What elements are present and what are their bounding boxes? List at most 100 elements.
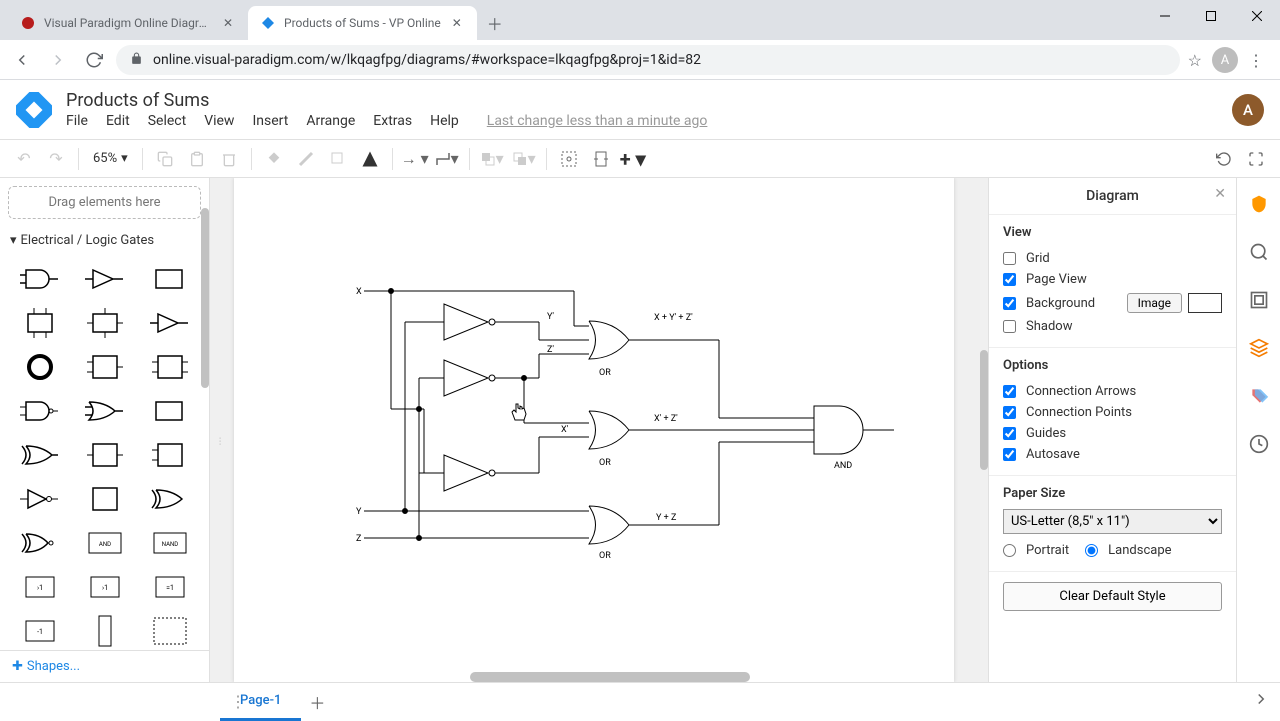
app-logo[interactable] <box>16 92 52 128</box>
to-front-button[interactable]: ▾ <box>478 145 506 173</box>
user-avatar[interactable]: A <box>1232 94 1264 126</box>
shape-xor[interactable] <box>10 436 69 474</box>
scrollbar[interactable] <box>201 208 209 388</box>
fill-button[interactable] <box>260 145 288 173</box>
shape-nand[interactable] <box>10 392 69 430</box>
menu-arrange[interactable]: Arrange <box>306 113 355 129</box>
style-button[interactable] <box>356 145 384 173</box>
shape-tall[interactable] <box>75 612 134 650</box>
shape-and-gate[interactable] <box>10 260 69 298</box>
close-button[interactable] <box>1234 0 1280 32</box>
background-checkbox[interactable] <box>1003 297 1016 310</box>
autosave-checkbox[interactable] <box>1003 448 1016 461</box>
horizontal-scrollbar[interactable] <box>470 672 750 682</box>
shape-block-io[interactable] <box>10 304 69 342</box>
shadow-button[interactable] <box>324 145 352 173</box>
redo-button[interactable]: ↷ <box>42 145 70 173</box>
connection-style-button[interactable]: → ▾ <box>401 145 429 173</box>
connection-arrows-checkbox[interactable] <box>1003 385 1016 398</box>
drag-zone[interactable]: Drag elements here <box>8 186 201 219</box>
grid-checkbox[interactable] <box>1003 252 1016 265</box>
close-icon[interactable]: ✕ <box>1214 186 1226 202</box>
shape-label-and[interactable]: AND <box>75 524 134 562</box>
shape-small1[interactable]: ›1 <box>10 568 69 606</box>
menu-edit[interactable]: Edit <box>106 113 130 129</box>
browser-tab-0[interactable]: Visual Paradigm Online Diagram ✕ <box>8 6 248 40</box>
to-back-button[interactable]: ▾ <box>510 145 538 173</box>
close-icon[interactable]: ✕ <box>220 15 236 31</box>
shape-block5[interactable] <box>140 392 199 430</box>
fullscreen-button[interactable] <box>1242 145 1270 173</box>
shape-block4[interactable] <box>140 348 199 386</box>
portrait-radio[interactable] <box>1003 544 1016 557</box>
forward-button[interactable] <box>44 46 72 74</box>
last-change[interactable]: Last change less than a minute ago <box>487 113 708 129</box>
app-title[interactable]: Products of Sums <box>66 90 1232 111</box>
shape-circle[interactable] <box>10 348 69 386</box>
format-icon[interactable] <box>1247 192 1271 216</box>
bookmark-icon[interactable]: ☆ <box>1188 51 1202 70</box>
shape-block3[interactable] <box>75 348 134 386</box>
panel-splitter[interactable]: ⫶ <box>216 430 224 454</box>
refresh-button[interactable] <box>1210 145 1238 173</box>
shape-dashed[interactable] <box>140 612 199 650</box>
menu-file[interactable]: File <box>66 113 88 129</box>
zoom-dropdown[interactable]: 65% ▾ <box>87 151 134 166</box>
connection-points-checkbox[interactable] <box>1003 406 1016 419</box>
layers-icon[interactable] <box>1247 336 1271 360</box>
tags-icon[interactable] <box>1247 384 1271 408</box>
url-field[interactable]: online.visual-paradigm.com/w/lkqagfpg/di… <box>116 45 1180 75</box>
shape-block6[interactable] <box>75 436 134 474</box>
stroke-button[interactable] <box>292 145 320 173</box>
back-button[interactable] <box>8 46 36 74</box>
shape-label-nand[interactable]: NAND <box>140 524 199 562</box>
menu-help[interactable]: Help <box>430 113 459 129</box>
page-view-checkbox[interactable] <box>1003 273 1016 286</box>
delete-button[interactable] <box>215 145 243 173</box>
menu-select[interactable]: Select <box>148 113 186 129</box>
new-tab-button[interactable]: ＋ <box>481 9 509 37</box>
paste-button[interactable] <box>183 145 211 173</box>
shape-block7[interactable] <box>140 436 199 474</box>
background-color-swatch[interactable] <box>1188 293 1222 313</box>
reload-button[interactable] <box>80 46 108 74</box>
undo-button[interactable]: ↶ <box>10 145 38 173</box>
shape-buffer2[interactable] <box>140 304 199 342</box>
browser-tab-1[interactable]: Products of Sums - VP Online ✕ <box>248 6 477 40</box>
menu-insert[interactable]: Insert <box>252 113 288 129</box>
guides-checkbox[interactable] <box>1003 427 1016 440</box>
shape-block-io2[interactable] <box>75 304 134 342</box>
shape-small3[interactable]: =1 <box>140 568 199 606</box>
vertical-scrollbar[interactable] <box>980 350 988 470</box>
shape-small2[interactable]: ›1 <box>75 568 134 606</box>
landscape-radio[interactable] <box>1085 544 1098 557</box>
chevron-right-icon[interactable] <box>1252 690 1270 712</box>
copy-button[interactable] <box>151 145 179 173</box>
shape-block[interactable] <box>140 260 199 298</box>
search-icon[interactable] <box>1247 240 1271 264</box>
shape-category[interactable]: ▾ Electrical / Logic Gates <box>0 227 209 254</box>
maximize-button[interactable] <box>1188 0 1234 32</box>
waypoint-button[interactable]: ▾ <box>433 145 461 173</box>
menu-view[interactable]: View <box>204 113 234 129</box>
shape-not[interactable] <box>10 480 69 518</box>
shape-buffer[interactable] <box>75 260 134 298</box>
shape-or[interactable] <box>75 392 134 430</box>
shape-rect[interactable]: -1 <box>10 612 69 650</box>
profile-avatar[interactable]: A <box>1212 47 1238 73</box>
add-page-button[interactable]: ＋ <box>301 690 333 714</box>
paper-size-select[interactable]: US-Letter (8,5" x 11") <box>1003 509 1222 534</box>
shape-xor2[interactable] <box>140 480 199 518</box>
fit-page-button[interactable] <box>587 145 615 173</box>
menu-extras[interactable]: Extras <box>373 113 412 129</box>
image-button[interactable]: Image <box>1127 293 1182 313</box>
history-icon[interactable] <box>1247 432 1271 456</box>
shape-xnor[interactable] <box>10 524 69 562</box>
footer-handle[interactable]: ⋮ <box>228 692 248 711</box>
clear-default-style-button[interactable]: Clear Default Style <box>1003 582 1222 611</box>
close-icon[interactable]: ✕ <box>449 15 465 31</box>
outline-icon[interactable] <box>1247 288 1271 312</box>
shadow-checkbox[interactable] <box>1003 320 1016 333</box>
shapes-button[interactable]: ✚ Shapes... <box>0 650 209 682</box>
menu-icon[interactable]: ⋮ <box>1248 51 1264 70</box>
